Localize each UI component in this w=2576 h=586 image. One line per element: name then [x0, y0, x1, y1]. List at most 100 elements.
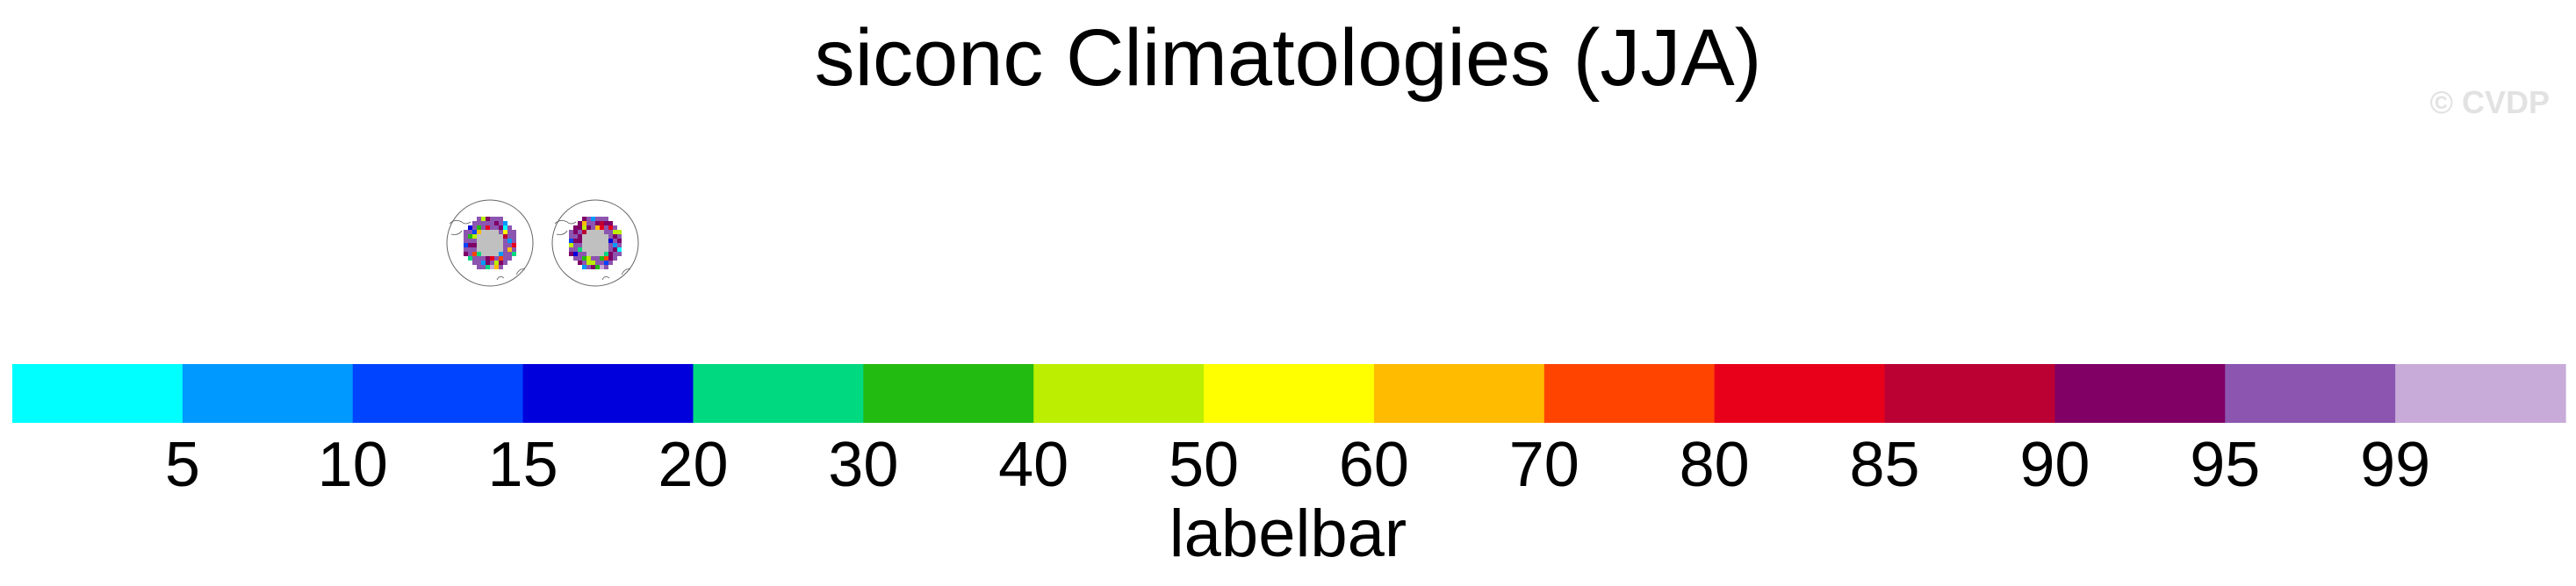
map-cell — [591, 256, 595, 261]
map-cell — [608, 261, 613, 265]
map-cell — [464, 252, 468, 256]
map-cell — [578, 221, 582, 225]
map-cell — [486, 225, 490, 230]
map-cell — [604, 230, 608, 234]
map-cell — [477, 265, 481, 269]
map-cell — [573, 256, 578, 261]
map-cell — [468, 225, 472, 230]
map-cell — [477, 252, 481, 256]
map-cell — [481, 230, 486, 234]
map-cell — [608, 247, 613, 252]
map-cell — [490, 247, 494, 252]
map-cell — [494, 265, 499, 269]
map-cell — [468, 230, 472, 234]
labelbar-tick-label: 50 — [1169, 430, 1239, 500]
map-cell — [512, 230, 516, 234]
map-panel-2 — [544, 189, 658, 292]
map-cell — [591, 230, 595, 234]
map-cell — [578, 261, 582, 265]
map-cell — [486, 234, 490, 239]
polar-map — [446, 199, 534, 287]
labelbar-tick-label: 5 — [165, 430, 200, 500]
map-cell — [569, 239, 573, 243]
map-cell — [608, 230, 613, 234]
map-cell — [604, 261, 608, 265]
map-cell — [464, 243, 468, 247]
map-cell — [499, 221, 503, 225]
map-cell — [604, 256, 608, 261]
map-cell — [617, 247, 622, 252]
map-cell — [591, 221, 595, 225]
map-cell — [477, 256, 481, 261]
map-cell — [512, 252, 516, 256]
map-cell — [490, 239, 494, 243]
map-cell — [591, 252, 595, 256]
labelbar-box — [2395, 364, 2566, 423]
map-cell — [468, 247, 472, 252]
map-cell — [617, 243, 622, 247]
map-cell — [512, 234, 516, 239]
map-cell — [595, 265, 600, 269]
map-cell — [617, 239, 622, 243]
map-cell — [608, 256, 613, 261]
map-cell — [591, 243, 595, 247]
map-cell — [586, 252, 591, 256]
labelbar-box — [1884, 364, 2055, 423]
map-cell — [595, 230, 600, 234]
labelbar-tick-label: 60 — [1339, 430, 1409, 500]
map-cell — [481, 221, 486, 225]
map-cell — [507, 252, 512, 256]
map-cell — [477, 261, 481, 265]
map-cell — [481, 261, 486, 265]
map-cell — [468, 256, 472, 261]
map-cell — [499, 243, 503, 247]
map-cell — [586, 256, 591, 261]
labelbar-tick-label: 20 — [658, 430, 728, 500]
map-cell — [512, 243, 516, 247]
watermark: © CVDP — [2429, 84, 2550, 120]
map-cell — [486, 252, 490, 256]
map-cell — [481, 239, 486, 243]
map-cell — [494, 252, 499, 256]
map-cell — [477, 225, 481, 230]
map-cell — [578, 247, 582, 252]
map-cell — [600, 243, 604, 247]
map-cell — [604, 247, 608, 252]
map-cell — [582, 261, 586, 265]
map-cell — [486, 261, 490, 265]
labelbar-box — [522, 364, 694, 423]
map-cell — [578, 256, 582, 261]
map-cell — [573, 252, 578, 256]
map-cell — [507, 243, 512, 247]
map-cell — [481, 217, 486, 221]
map-cell — [490, 234, 494, 239]
map-cell — [600, 225, 604, 230]
map-cell — [486, 243, 490, 247]
map-cell — [486, 247, 490, 252]
map-cell — [578, 239, 582, 243]
labelbar-box — [182, 364, 354, 423]
map-cell — [586, 221, 591, 225]
map-cell — [477, 243, 481, 247]
labelbar-tick-label: 70 — [1509, 430, 1579, 500]
map-cell — [472, 225, 477, 230]
map-cell — [582, 239, 586, 243]
map-cell — [490, 243, 494, 247]
map-cell — [604, 243, 608, 247]
labelbar-tick-label: 95 — [2190, 430, 2260, 500]
map-cell — [591, 261, 595, 265]
map-cell — [613, 243, 617, 247]
map-cell — [591, 265, 595, 269]
map-cell — [481, 225, 486, 230]
map-cell — [499, 247, 503, 252]
map-cell — [573, 239, 578, 243]
map-cell — [586, 265, 591, 269]
map-cell — [591, 225, 595, 230]
map-cell — [468, 252, 472, 256]
map-cell — [472, 230, 477, 234]
map-cell — [481, 234, 486, 239]
map-cell — [600, 247, 604, 252]
map-cell — [595, 243, 600, 247]
map-cell — [512, 239, 516, 243]
map-cell — [586, 261, 591, 265]
